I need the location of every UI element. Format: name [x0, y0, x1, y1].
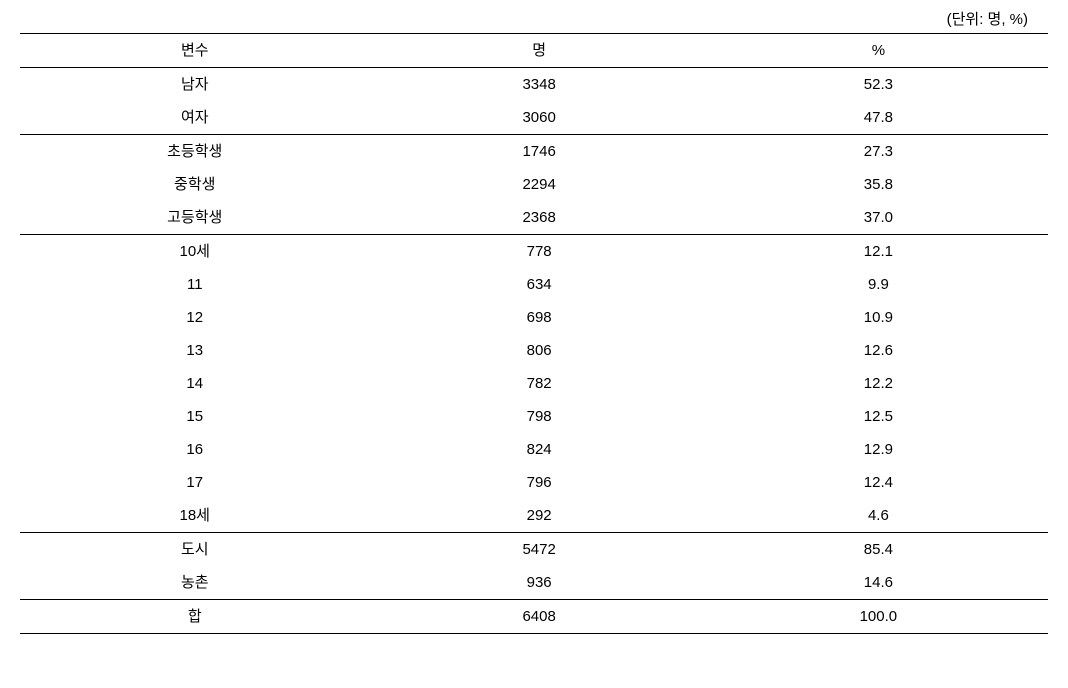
cell-variable: 14: [20, 367, 370, 400]
table-row: 농촌93614.6: [20, 566, 1048, 600]
unit-label: (단위: 명, %): [20, 8, 1048, 33]
cell-variable: 11: [20, 268, 370, 301]
table-header-row: 변수 명 %: [20, 34, 1048, 68]
cell-variable: 중학생: [20, 168, 370, 201]
cell-percent: 4.6: [709, 499, 1048, 533]
cell-variable: 17: [20, 466, 370, 499]
cell-percent: 10.9: [709, 301, 1048, 334]
cell-count: 806: [370, 334, 709, 367]
table-row: 1380612.6: [20, 334, 1048, 367]
cell-count: 292: [370, 499, 709, 533]
cell-percent: 12.2: [709, 367, 1048, 400]
cell-variable: 합: [20, 600, 370, 634]
cell-percent: 12.9: [709, 433, 1048, 466]
cell-count: 634: [370, 268, 709, 301]
header-variable: 변수: [20, 34, 370, 68]
cell-variable: 농촌: [20, 566, 370, 600]
cell-count: 1746: [370, 135, 709, 169]
cell-count: 6408: [370, 600, 709, 634]
table-row: 10세77812.1: [20, 235, 1048, 269]
cell-count: 3060: [370, 101, 709, 135]
cell-count: 3348: [370, 68, 709, 102]
table-row: 1579812.5: [20, 400, 1048, 433]
cell-variable: 16: [20, 433, 370, 466]
cell-variable: 여자: [20, 101, 370, 135]
cell-count: 824: [370, 433, 709, 466]
cell-percent: 52.3: [709, 68, 1048, 102]
cell-count: 2294: [370, 168, 709, 201]
table-body: 남자334852.3여자306047.8초등학생174627.3중학생22943…: [20, 68, 1048, 634]
table-row: 18세2924.6: [20, 499, 1048, 533]
cell-variable: 15: [20, 400, 370, 433]
table-row: 남자334852.3: [20, 68, 1048, 102]
cell-count: 2368: [370, 201, 709, 235]
cell-percent: 14.6: [709, 566, 1048, 600]
cell-percent: 85.4: [709, 533, 1048, 567]
cell-variable: 18세: [20, 499, 370, 533]
table-row: 1478212.2: [20, 367, 1048, 400]
cell-count: 936: [370, 566, 709, 600]
table-row: 중학생229435.8: [20, 168, 1048, 201]
cell-percent: 12.6: [709, 334, 1048, 367]
table-row: 1269810.9: [20, 301, 1048, 334]
cell-count: 698: [370, 301, 709, 334]
cell-variable: 초등학생: [20, 135, 370, 169]
cell-variable: 13: [20, 334, 370, 367]
cell-percent: 12.1: [709, 235, 1048, 269]
cell-variable: 도시: [20, 533, 370, 567]
cell-variable: 남자: [20, 68, 370, 102]
table-row: 고등학생236837.0: [20, 201, 1048, 235]
table-row: 1779612.4: [20, 466, 1048, 499]
cell-count: 798: [370, 400, 709, 433]
table-row: 도시547285.4: [20, 533, 1048, 567]
cell-percent: 9.9: [709, 268, 1048, 301]
table-row: 116349.9: [20, 268, 1048, 301]
cell-percent: 47.8: [709, 101, 1048, 135]
table-row: 초등학생174627.3: [20, 135, 1048, 169]
cell-percent: 100.0: [709, 600, 1048, 634]
cell-variable: 12: [20, 301, 370, 334]
table-row: 합6408100.0: [20, 600, 1048, 634]
data-table: 변수 명 % 남자334852.3여자306047.8초등학생174627.3중…: [20, 33, 1048, 634]
cell-count: 782: [370, 367, 709, 400]
table-row: 1682412.9: [20, 433, 1048, 466]
cell-percent: 27.3: [709, 135, 1048, 169]
header-percent: %: [709, 34, 1048, 68]
cell-percent: 35.8: [709, 168, 1048, 201]
cell-count: 796: [370, 466, 709, 499]
cell-variable: 고등학생: [20, 201, 370, 235]
cell-variable: 10세: [20, 235, 370, 269]
cell-percent: 12.4: [709, 466, 1048, 499]
cell-count: 778: [370, 235, 709, 269]
header-count: 명: [370, 34, 709, 68]
cell-count: 5472: [370, 533, 709, 567]
table-row: 여자306047.8: [20, 101, 1048, 135]
cell-percent: 12.5: [709, 400, 1048, 433]
cell-percent: 37.0: [709, 201, 1048, 235]
